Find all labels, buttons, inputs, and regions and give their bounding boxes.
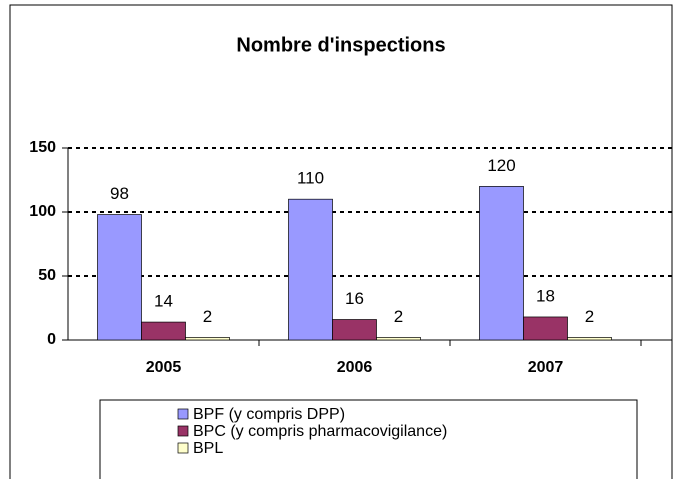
legend-label: BPL	[193, 440, 223, 457]
bar	[97, 214, 142, 341]
bar	[523, 316, 568, 341]
y-tick-label: 100	[29, 203, 56, 220]
bar	[332, 319, 377, 341]
bar	[288, 198, 333, 341]
bar	[567, 337, 612, 341]
legend-swatch	[177, 442, 189, 454]
value-label: 2	[394, 307, 403, 326]
value-label: 16	[345, 289, 364, 308]
value-label: 18	[536, 286, 555, 305]
bar	[185, 337, 230, 341]
value-label: 14	[154, 292, 173, 311]
legend-label: BPC (y compris pharmacovigilance)	[193, 423, 447, 440]
x-tick-label: 2005	[146, 359, 182, 376]
legend-box	[99, 399, 638, 479]
value-label: 98	[110, 184, 129, 203]
value-label: 110	[297, 169, 324, 188]
y-tick-label: 150	[29, 139, 56, 156]
bar	[141, 321, 186, 341]
value-label: 2	[585, 307, 594, 326]
legend-swatch	[177, 425, 189, 437]
bar	[479, 186, 524, 341]
x-tick-label: 2007	[528, 359, 564, 376]
legend-label: BPF (y compris DPP)	[193, 406, 345, 423]
y-tick-label: 50	[38, 267, 56, 284]
y-tick-label: 0	[47, 331, 56, 348]
value-label: 2	[203, 307, 212, 326]
legend-swatch	[177, 408, 189, 420]
bar	[376, 337, 421, 341]
chart-title: Nombre d'inspections	[236, 34, 445, 56]
value-label: 120	[487, 156, 515, 175]
x-tick-label: 2006	[337, 359, 373, 376]
